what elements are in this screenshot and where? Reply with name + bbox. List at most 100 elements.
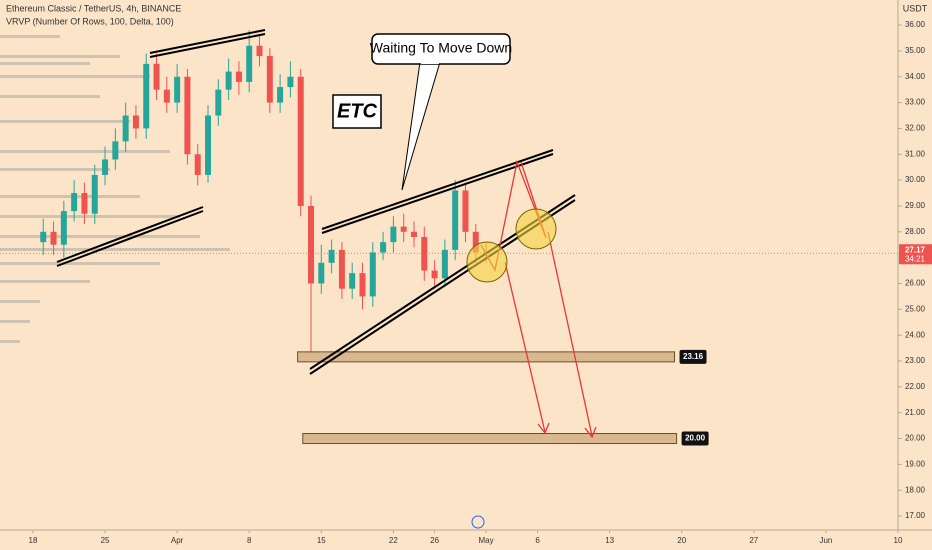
x-tick-label: 27 (749, 536, 758, 545)
candle-body (153, 63, 160, 90)
y-tick-label: 28.00 (905, 227, 926, 236)
x-tick-label: Jun (819, 536, 832, 545)
y-tick-label: 24.00 (905, 330, 926, 339)
level-label-box (679, 349, 707, 364)
x-tick-label: 26 (430, 536, 439, 545)
ticker-text: ETC (337, 100, 378, 122)
candle-body (452, 190, 459, 250)
candle-body (91, 174, 98, 214)
candle-body (318, 262, 325, 284)
candle-body (81, 193, 88, 214)
currency-label: USDT (903, 3, 928, 13)
candle-body (390, 226, 397, 243)
y-tick-label: 25.00 (905, 304, 926, 313)
candle-body (40, 231, 47, 243)
x-tick-label: 18 (29, 536, 38, 545)
highlight-circle (515, 208, 557, 250)
candle-body (225, 71, 232, 90)
y-tick-label: 21.00 (905, 408, 926, 417)
level-label-box (681, 431, 709, 446)
y-tick-label: 32.00 (905, 124, 926, 133)
y-tick-label: 22.00 (905, 382, 926, 391)
candle-body (143, 63, 150, 129)
chart-title: Ethereum Classic / TetherUS, 4h, BINANCE (6, 3, 181, 13)
candle-body (163, 89, 170, 103)
last-price-label: 27.17 (905, 245, 926, 254)
x-tick-label: 25 (101, 536, 110, 545)
y-tick-label: 30.00 (905, 175, 926, 184)
candle-body (431, 270, 438, 279)
candle-body (410, 231, 417, 237)
y-tick-label: 34.00 (905, 72, 926, 81)
candle-body (60, 211, 67, 245)
candle-body (50, 231, 57, 245)
x-tick-label: 20 (677, 536, 686, 545)
y-tick-label: 29.00 (905, 201, 926, 210)
level-label: 20.00 (685, 434, 706, 443)
candle-body (349, 273, 356, 289)
y-tick-label: 19.00 (905, 459, 926, 468)
x-tick-label: Apr (171, 536, 184, 545)
x-tick-label: May (479, 536, 494, 545)
x-tick-label: 15 (317, 536, 326, 545)
candle-body (184, 76, 191, 155)
x-tick-label: 10 (894, 536, 903, 545)
candle-body (102, 159, 109, 175)
candle-body (215, 89, 222, 116)
y-tick-label: 20.00 (905, 434, 926, 443)
y-tick-label: 36.00 (905, 20, 926, 29)
y-tick-label: 18.00 (905, 485, 926, 494)
candle-body (194, 154, 201, 175)
highlight-circle (466, 241, 508, 283)
x-tick-label: 13 (605, 536, 614, 545)
candle-body (266, 56, 273, 103)
candle-body (71, 193, 78, 212)
candle-body (328, 249, 335, 263)
candle-body (369, 252, 376, 297)
candle-body (246, 45, 253, 82)
candle-body (472, 231, 479, 253)
level-label: 23.16 (683, 352, 704, 361)
candle-body (235, 71, 242, 82)
candle-body (462, 190, 469, 232)
projection-arrows (480, 159, 597, 439)
candle-body (297, 76, 304, 206)
indicator-label: VRVP (Number Of Rows, 100, Delta, 100) (6, 16, 174, 26)
candle-body (400, 226, 407, 232)
x-tick-label: 6 (535, 536, 540, 545)
candle-body (122, 115, 129, 142)
candle-body (256, 45, 263, 57)
countdown-label: 34:21 (905, 254, 926, 263)
y-tick-label: 31.00 (905, 149, 926, 158)
ticker-box (332, 94, 382, 129)
trend-lines (56, 29, 576, 375)
candle-body (421, 236, 428, 271)
candle-body (277, 87, 284, 103)
level-zone (297, 351, 676, 363)
x-tick-label: 8 (247, 536, 252, 545)
candle-body (380, 242, 387, 253)
callout-box (371, 33, 511, 65)
y-tick-label: 26.00 (905, 279, 926, 288)
volume-profile (0, 35, 230, 343)
candle-body (174, 76, 181, 103)
callout-text: Waiting To Move Down (370, 40, 512, 56)
y-tick-label: 35.00 (905, 46, 926, 55)
candle-body (308, 205, 315, 284)
candle-body (441, 249, 448, 279)
y-tick-label: 17.00 (905, 511, 926, 520)
candle-body (359, 273, 366, 297)
level-zone (302, 433, 678, 445)
y-tick-label: 33.00 (905, 98, 926, 107)
candle-body (112, 141, 119, 160)
event-icon (471, 515, 485, 529)
candle-body (205, 115, 212, 175)
candle-body (338, 249, 345, 289)
callout-tail (401, 61, 441, 191)
x-tick-label: 22 (389, 536, 398, 545)
y-tick-label: 23.00 (905, 356, 926, 365)
last-price-box (899, 244, 932, 265)
candle-body (132, 115, 139, 129)
candle-body (287, 76, 294, 88)
